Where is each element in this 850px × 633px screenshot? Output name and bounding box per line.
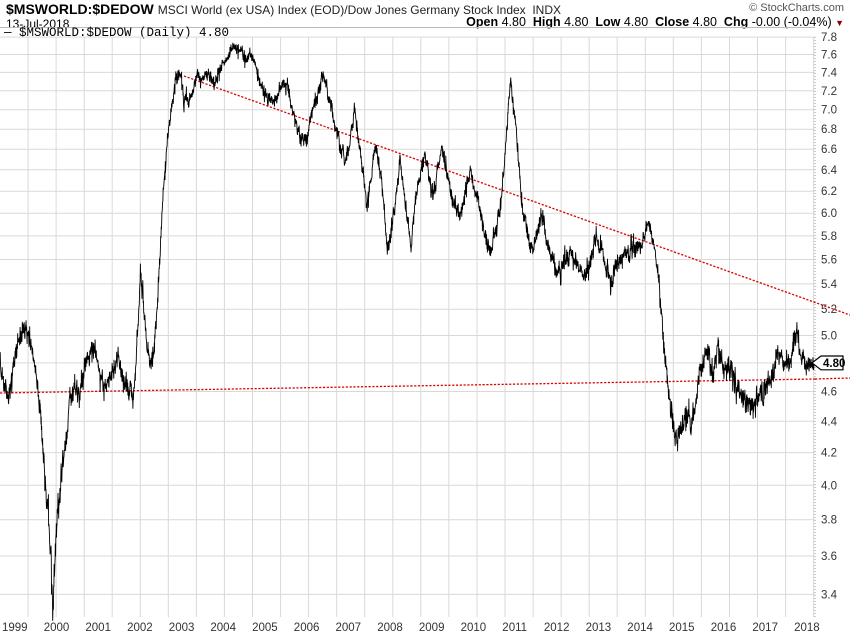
svg-text:5.6: 5.6 xyxy=(821,255,837,267)
svg-text:2010: 2010 xyxy=(461,622,487,633)
svg-text:2018: 2018 xyxy=(794,622,820,633)
svg-text:2014: 2014 xyxy=(627,622,653,633)
svg-text:6.0: 6.0 xyxy=(821,208,837,220)
svg-text:1999: 1999 xyxy=(2,622,28,633)
svg-text:6.2: 6.2 xyxy=(821,186,837,198)
svg-text:2003: 2003 xyxy=(169,622,195,633)
svg-text:5.8: 5.8 xyxy=(821,231,837,243)
svg-text:2016: 2016 xyxy=(711,622,737,633)
svg-text:3.4: 3.4 xyxy=(821,589,838,601)
svg-text:5.4: 5.4 xyxy=(821,279,838,291)
svg-text:5.0: 5.0 xyxy=(821,331,837,343)
svg-text:4.0: 4.0 xyxy=(821,480,837,492)
svg-text:6.8: 6.8 xyxy=(821,124,837,136)
svg-text:2015: 2015 xyxy=(669,622,695,633)
svg-text:2013: 2013 xyxy=(586,622,612,633)
svg-text:2017: 2017 xyxy=(752,622,778,633)
svg-text:7.0: 7.0 xyxy=(821,105,837,117)
svg-text:2001: 2001 xyxy=(85,622,111,633)
svg-text:2006: 2006 xyxy=(294,622,320,633)
svg-text:7.4: 7.4 xyxy=(821,67,838,79)
svg-text:5.2: 5.2 xyxy=(821,304,837,316)
svg-text:2009: 2009 xyxy=(419,622,445,633)
svg-text:2011: 2011 xyxy=(502,622,527,633)
svg-text:2000: 2000 xyxy=(44,622,70,633)
svg-text:2004: 2004 xyxy=(210,622,236,633)
svg-text:7.2: 7.2 xyxy=(821,86,837,98)
svg-text:2012: 2012 xyxy=(544,622,570,633)
svg-text:4.80: 4.80 xyxy=(823,358,845,370)
svg-text:4.2: 4.2 xyxy=(821,448,837,460)
svg-text:6.6: 6.6 xyxy=(821,144,837,156)
svg-text:7.6: 7.6 xyxy=(821,50,837,62)
svg-text:2007: 2007 xyxy=(336,622,362,633)
svg-text:3.6: 3.6 xyxy=(821,551,837,563)
svg-text:2002: 2002 xyxy=(127,622,153,633)
svg-text:3.8: 3.8 xyxy=(821,515,837,527)
svg-text:2005: 2005 xyxy=(252,622,278,633)
svg-text:4.6: 4.6 xyxy=(821,387,837,399)
svg-text:2008: 2008 xyxy=(377,622,403,633)
svg-text:6.4: 6.4 xyxy=(821,165,838,177)
svg-text:4.4: 4.4 xyxy=(821,416,838,428)
svg-text:7.8: 7.8 xyxy=(821,32,837,44)
